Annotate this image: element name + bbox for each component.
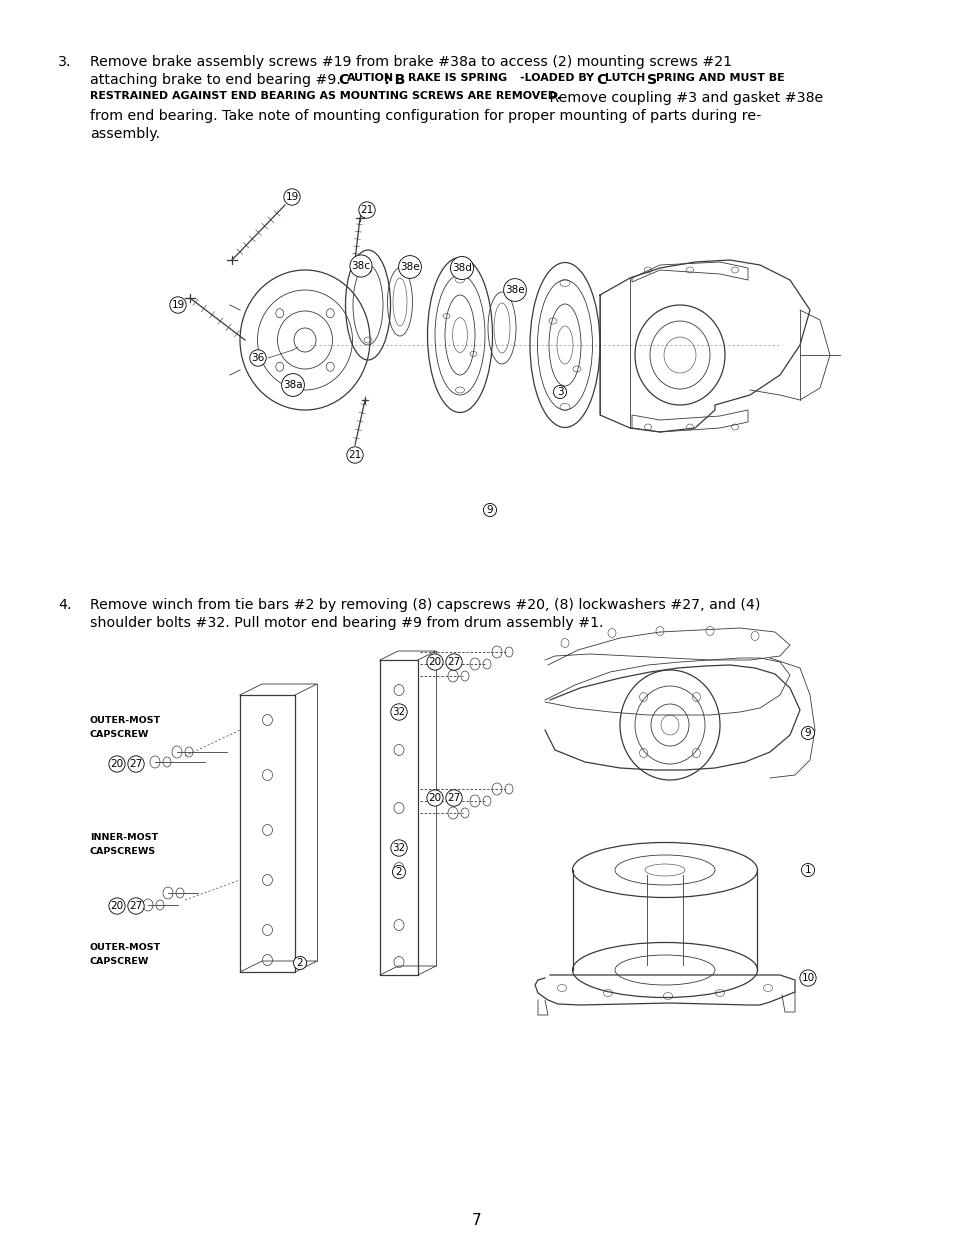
Text: 1: 1 (803, 864, 810, 876)
Text: Remove coupling #3 and gasket #38e: Remove coupling #3 and gasket #38e (544, 91, 822, 105)
Text: : B: : B (384, 73, 405, 86)
Text: 21: 21 (360, 205, 374, 215)
Text: attaching brake to end bearing #9.: attaching brake to end bearing #9. (90, 73, 350, 86)
Text: 21: 21 (348, 450, 361, 459)
Text: 7: 7 (472, 1213, 481, 1228)
Text: 20: 20 (111, 902, 124, 911)
Text: Remove brake assembly screws #19 from brake #38a to access (2) mounting screws #: Remove brake assembly screws #19 from br… (90, 56, 731, 69)
Text: C: C (337, 73, 348, 86)
Text: 2: 2 (395, 867, 402, 877)
Text: 27: 27 (130, 760, 143, 769)
Text: C: C (596, 73, 606, 86)
Text: -LOADED BY: -LOADED BY (519, 73, 598, 83)
Text: 3.: 3. (58, 56, 71, 69)
Text: assembly.: assembly. (90, 127, 160, 141)
Text: 38a: 38a (283, 380, 302, 390)
Text: 3: 3 (557, 387, 562, 396)
Text: RAKE IS SPRING: RAKE IS SPRING (408, 73, 507, 83)
Text: 10: 10 (801, 973, 814, 983)
Text: 27: 27 (447, 657, 460, 667)
Text: 20: 20 (428, 793, 441, 803)
Text: LUTCH: LUTCH (604, 73, 648, 83)
Text: 32: 32 (392, 844, 405, 853)
Text: from end bearing. Take note of mounting configuration for proper mounting of par: from end bearing. Take note of mounting … (90, 109, 760, 124)
Text: 38c: 38c (351, 261, 370, 270)
Text: OUTER-MOST: OUTER-MOST (90, 715, 161, 725)
Text: 4.: 4. (58, 598, 71, 613)
Text: 19: 19 (285, 191, 298, 203)
Text: 19: 19 (172, 300, 185, 310)
Text: 20: 20 (111, 760, 124, 769)
Text: 38d: 38d (452, 263, 472, 273)
Text: INNER-MOST: INNER-MOST (90, 834, 158, 842)
Text: S: S (646, 73, 657, 86)
Text: CAPSCREWS: CAPSCREWS (90, 847, 156, 857)
Text: AUTION: AUTION (347, 73, 394, 83)
Text: shoulder bolts #32. Pull motor end bearing #9 from drum assembly #1.: shoulder bolts #32. Pull motor end beari… (90, 616, 603, 630)
Text: 9: 9 (803, 727, 810, 739)
Text: RESTRAINED AGAINST END BEARING AS MOUNTING SCREWS ARE REMOVED.: RESTRAINED AGAINST END BEARING AS MOUNTI… (90, 91, 560, 101)
Text: 38e: 38e (505, 285, 524, 295)
Text: OUTER-MOST: OUTER-MOST (90, 944, 161, 952)
Text: 9: 9 (486, 505, 493, 515)
Text: 27: 27 (130, 902, 143, 911)
Text: CAPSCREW: CAPSCREW (90, 957, 150, 967)
Text: 32: 32 (392, 706, 405, 718)
Text: 36: 36 (251, 353, 264, 363)
Text: Remove winch from tie bars #2 by removing (8) capscrews #20, (8) lockwashers #27: Remove winch from tie bars #2 by removin… (90, 598, 760, 613)
Text: 20: 20 (428, 657, 441, 667)
Text: PRING AND MUST BE: PRING AND MUST BE (656, 73, 783, 83)
Text: CAPSCREW: CAPSCREW (90, 730, 150, 739)
Text: 38e: 38e (399, 262, 419, 272)
Text: 27: 27 (447, 793, 460, 803)
Text: 2: 2 (296, 958, 303, 968)
